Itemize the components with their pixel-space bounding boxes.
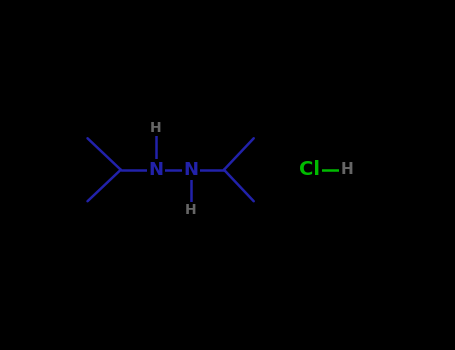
Text: H: H [150,121,162,135]
Text: H: H [340,162,353,177]
Text: N: N [148,161,163,179]
Text: Cl: Cl [299,160,320,179]
Text: H: H [185,203,197,217]
Text: N: N [183,161,198,179]
